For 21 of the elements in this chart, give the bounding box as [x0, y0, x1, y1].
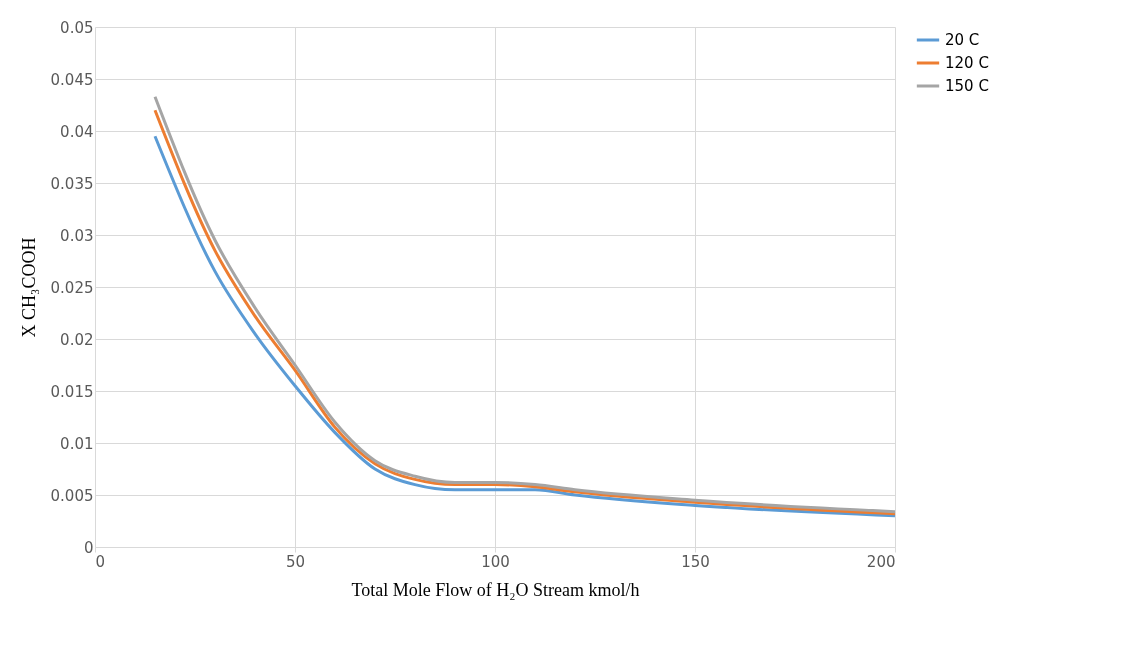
x-tick-label: 150 — [681, 552, 710, 571]
y-tick-label: 0 — [83, 538, 94, 557]
y-tick-label: 0.045 — [50, 70, 94, 89]
y-tick-label: 0.015 — [50, 382, 94, 401]
legend-label: 20 C — [945, 31, 980, 49]
y-tick-label: 0.04 — [60, 122, 94, 141]
legend-label: 150 C — [945, 77, 989, 95]
y-tick-label: 0.03 — [60, 226, 94, 245]
y-tick-label: 0.01 — [60, 434, 94, 453]
y-tick-label: 0.05 — [60, 18, 94, 37]
x-tick-label: 200 — [866, 552, 896, 571]
x-tick-label: 0 — [95, 552, 106, 571]
legend-label: 120 C — [945, 54, 989, 72]
y-tick-label: 0.005 — [50, 486, 94, 505]
x-axis-title: Total Mole Flow of H₂O Stream kmol/h — [351, 579, 640, 600]
y-tick-label: 0.02 — [60, 330, 94, 349]
y-axis-title: X CH₃COOH — [18, 237, 39, 338]
x-tick-label: 50 — [285, 552, 306, 571]
x-tick-label: 100 — [481, 552, 510, 571]
y-tick-label: 0.035 — [50, 174, 94, 193]
y-tick-label: 0.025 — [50, 278, 94, 297]
